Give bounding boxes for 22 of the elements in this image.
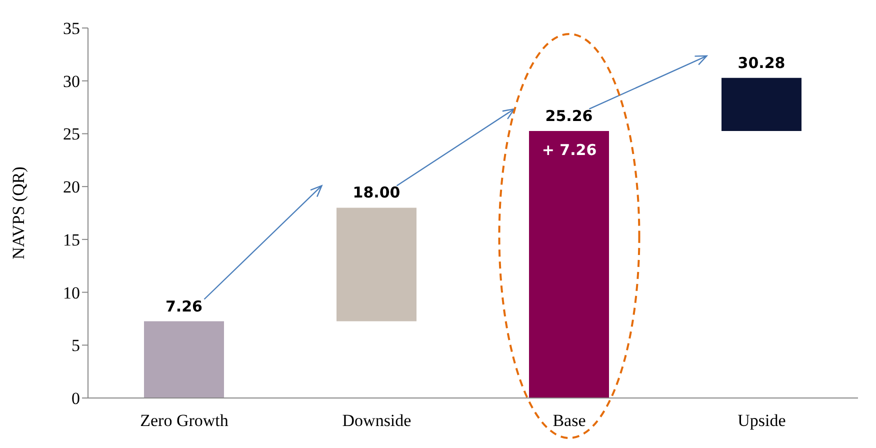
bar bbox=[336, 208, 416, 322]
y-axis-title: NAVPS (QR) bbox=[9, 166, 28, 260]
data-label: 18.00 bbox=[352, 184, 400, 202]
x-tick-label: Zero Growth bbox=[140, 411, 229, 430]
y-tick-label: 15 bbox=[63, 230, 80, 250]
y-tick-label: 20 bbox=[63, 178, 80, 197]
data-label: 25.26 bbox=[545, 106, 593, 125]
y-tick-label: 10 bbox=[63, 283, 80, 302]
data-label: 7.26 bbox=[165, 297, 203, 316]
y-tick-label: 5 bbox=[72, 336, 80, 356]
x-tick-label: Base bbox=[552, 411, 586, 430]
y-tick-label: 30 bbox=[63, 72, 80, 91]
data-label: 30.28 bbox=[738, 54, 786, 72]
x-tick-label: Downside bbox=[342, 411, 412, 430]
bar bbox=[144, 321, 224, 398]
x-tick-label: Upside bbox=[738, 411, 786, 430]
y-tick-label: 0 bbox=[72, 389, 80, 408]
y-tick-label: 25 bbox=[63, 124, 80, 144]
y-tick-label: 35 bbox=[63, 19, 80, 38]
bar bbox=[722, 78, 802, 131]
bar bbox=[529, 130, 609, 398]
annotation: + 7.26 bbox=[542, 141, 597, 160]
